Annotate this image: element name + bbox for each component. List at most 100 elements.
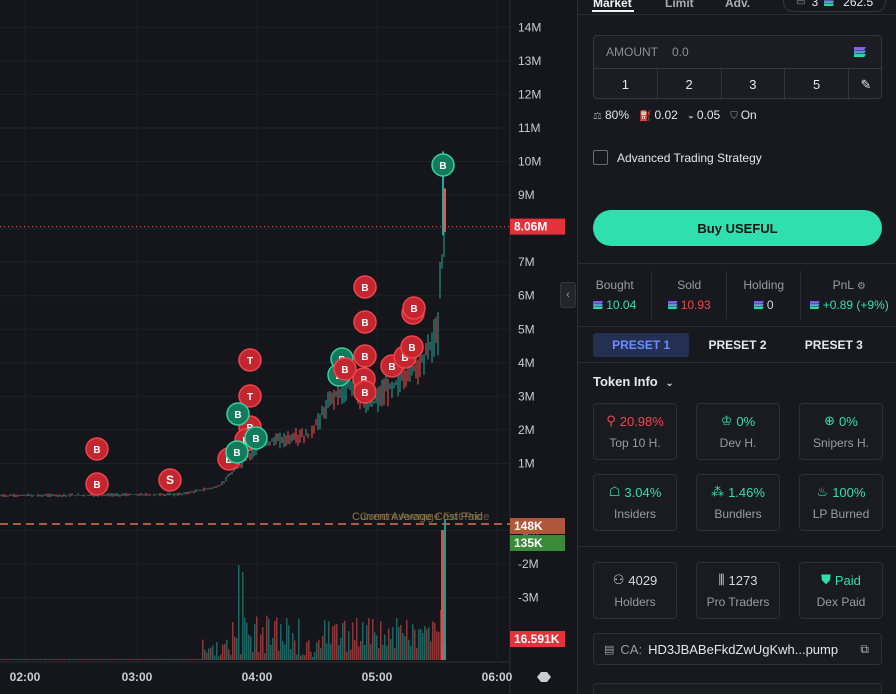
- quick-amount-3[interactable]: 3: [722, 69, 786, 100]
- advanced-strategy-checkbox[interactable]: [593, 150, 608, 165]
- preset-2-tab[interactable]: PRESET 2: [708, 338, 767, 352]
- volume-bar: [108, 659, 110, 660]
- amount-label: AMOUNT: [606, 45, 658, 59]
- volume-bar: [420, 629, 422, 660]
- trade-marker: [431, 153, 455, 177]
- info-card-dev[interactable]: ♔ 0% Dev H.: [696, 403, 780, 460]
- amount-value: 0.0: [672, 45, 689, 59]
- volume-bar: [390, 639, 392, 660]
- volume-bar: [146, 659, 148, 660]
- info-card-snipers[interactable]: ⊕ 0% Snipers H.: [799, 403, 883, 460]
- volume-bar: [128, 659, 130, 660]
- stat-pnl[interactable]: PnL ⚙ +0.89 (+9%): [801, 271, 896, 319]
- trade-marker: [244, 426, 268, 450]
- bribe-value: 0.05: [696, 108, 721, 122]
- volume-bar: [166, 659, 168, 660]
- volume-bar: [374, 632, 376, 660]
- volume-bar: [36, 659, 38, 660]
- volume-bar: [40, 659, 42, 660]
- trade-marker: [353, 380, 377, 404]
- volume-bar: [122, 659, 124, 660]
- volume-bar: [58, 659, 60, 660]
- info-card-insiders[interactable]: ☖ 3.04% Insiders: [593, 474, 677, 531]
- stat-sold: Sold 10.93: [652, 271, 727, 319]
- volume-bar: [194, 659, 196, 660]
- card-value: 0%: [839, 413, 858, 429]
- y-tick-label: 1M: [518, 456, 535, 470]
- y-tick-label: 14M: [518, 20, 541, 34]
- info-card-lp-burned[interactable]: ♨ 100% LP Burned: [799, 474, 883, 531]
- volume-bar: [310, 651, 312, 660]
- preset-1-tab[interactable]: PRESET 1: [593, 333, 690, 357]
- volume-bar: [362, 622, 364, 660]
- volume-bar: [64, 659, 66, 660]
- settings-icon[interactable]: ⚙: [856, 281, 866, 292]
- edit-icon[interactable]: ✎: [860, 76, 872, 92]
- info-card-holders[interactable]: ⚇ 4029 Holders: [593, 562, 677, 619]
- chart-canvas[interactable]: 15M14M13M12M11M10M9M8M7M6M5M4M3M2M1M-1M-…: [0, 0, 576, 694]
- ca-label: CA:: [620, 641, 643, 657]
- volume-bar: [338, 645, 340, 660]
- volume-bar: [394, 648, 396, 660]
- info-card-dex-paid[interactable]: ⛊ Paid Dex Paid: [799, 562, 883, 619]
- trade-marker-glyph: B: [410, 304, 417, 315]
- volume-bar: [188, 659, 190, 660]
- external-link-icon[interactable]: ⧉: [860, 641, 869, 656]
- volume-bar: [266, 615, 268, 660]
- buy-button[interactable]: Buy USEFUL: [593, 210, 882, 246]
- volume-bar: [34, 659, 36, 660]
- stat-label: Holding: [743, 278, 785, 292]
- volume-bar: [12, 659, 14, 660]
- card-label: Snipers H.: [812, 436, 870, 450]
- price-chart[interactable]: 15M14M13M12M11M10M9M8M7M6M5M4M3M2M1M-1M-…: [0, 0, 576, 694]
- volume-bar: [342, 622, 344, 660]
- card-value: 0%: [736, 413, 756, 429]
- stat-value: 10.04: [606, 298, 637, 312]
- next-row-partial[interactable]: [593, 683, 882, 694]
- y-tick-label: 2M: [518, 423, 535, 437]
- trade-marker: [238, 348, 262, 372]
- advanced-strategy-toggle[interactable]: Advanced Trading Strategy: [593, 150, 762, 165]
- info-card-top10[interactable]: ⚲ 20.98% Top 10 H.: [593, 403, 677, 460]
- trade-marker-glyph: B: [361, 318, 368, 329]
- card-label: LP Burned: [812, 507, 870, 521]
- volume-bar: [406, 619, 408, 660]
- wallet-selector[interactable]: ▭ 3 262.5: [783, 0, 886, 12]
- volume-bar: [292, 633, 294, 660]
- contract-address-row[interactable]: ▤ CA: HD3JBABeFkdZwUgKwh...pump ⧉: [593, 633, 882, 665]
- volume-bar: [208, 648, 210, 660]
- volume-bar: [372, 618, 374, 660]
- volume-bar: [94, 659, 96, 660]
- wallet-icon: ▭: [796, 0, 806, 8]
- quick-amount-2[interactable]: 2: [658, 69, 722, 100]
- amount-input[interactable]: AMOUNT 0.0: [594, 36, 883, 69]
- volume-bar: [236, 637, 238, 660]
- quick-amount-1[interactable]: 1: [594, 69, 658, 100]
- volume-bar: [170, 659, 172, 660]
- stat-bought: Bought 10.04: [578, 271, 653, 319]
- preset-3-tab[interactable]: PRESET 3: [804, 338, 863, 352]
- volume-bar: [276, 617, 278, 660]
- volume-bar: [48, 659, 50, 660]
- token-info-toggle[interactable]: Token Info ⌄: [593, 374, 674, 389]
- volume-bar: [182, 659, 184, 660]
- quick-amount-5[interactable]: 5: [785, 69, 849, 100]
- volume-bar: [96, 659, 98, 660]
- tab-limit[interactable]: Limit: [665, 0, 694, 10]
- mev-protect-value: On: [740, 108, 757, 122]
- info-card-bundlers[interactable]: ⁂ 1.46% Bundlers: [696, 474, 780, 531]
- volume-bar: [164, 659, 166, 660]
- info-card-pro-traders[interactable]: ⫼ 1273 Pro Traders: [696, 562, 780, 619]
- collapse-panel-button[interactable]: ‹: [560, 282, 576, 308]
- tab-market[interactable]: Market: [593, 0, 632, 10]
- tab-adv[interactable]: Adv.: [725, 0, 751, 10]
- volume-bar: [110, 659, 112, 660]
- stat-value: +0.89 (+9%): [822, 298, 889, 312]
- volume-bar: [180, 659, 182, 660]
- volume-bar: [392, 627, 394, 660]
- trade-panel: Market Limit Adv. ▭ 3 262.5 AMOUNT 0.0 1…: [577, 0, 896, 694]
- volume-bar: [382, 644, 384, 660]
- volume-bar: [354, 640, 356, 660]
- volume-bar: [116, 659, 118, 660]
- trade-settings[interactable]: ⚖ 80% ⛽ 0.02 ◒ 0.05 ⛉ On: [593, 108, 757, 122]
